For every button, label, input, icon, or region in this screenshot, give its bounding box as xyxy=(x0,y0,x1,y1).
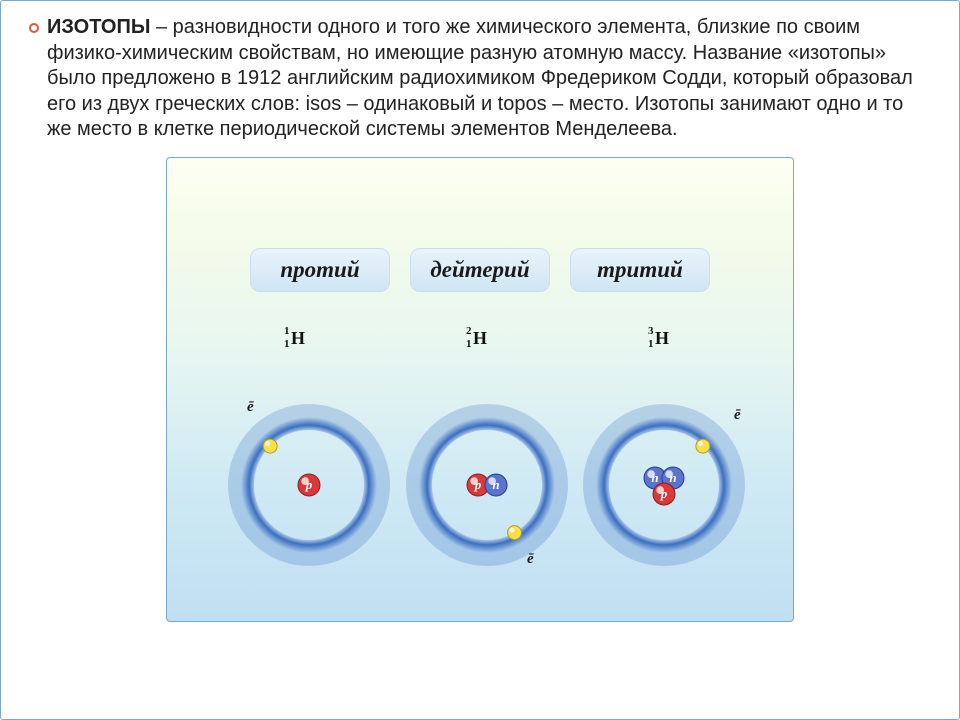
electron-label: ē xyxy=(247,399,254,416)
svg-text:n: n xyxy=(651,470,658,485)
paragraph-block: ИЗОТОПЫ – разновидности одного и того же… xyxy=(29,15,931,143)
atom-model: nnp ē xyxy=(572,393,757,578)
svg-text:n: n xyxy=(669,470,676,485)
definition-paragraph: ИЗОТОПЫ – разновидности одного и того же… xyxy=(47,15,931,143)
isotope-notation: 21H xyxy=(473,328,487,349)
slide: ИЗОТОПЫ – разновидности одного и того же… xyxy=(0,0,960,720)
electron-label: ē xyxy=(734,407,741,424)
electron-label: ē xyxy=(527,551,534,568)
label-row: протий дейтерий тритий xyxy=(167,248,793,292)
definition-text: – разновидности одного и того же химичес… xyxy=(47,16,913,140)
atom-model: p ē xyxy=(217,393,402,578)
isotope-label: дейтерий xyxy=(410,248,550,292)
term-bold: ИЗОТОПЫ xyxy=(47,16,150,38)
isotope-notation: 11H xyxy=(291,328,305,349)
isotope-notation: 31H xyxy=(655,328,669,349)
svg-text:n: n xyxy=(492,477,499,492)
diagram-container: протий дейтерий тритий 11H 21H 31H p ē xyxy=(29,157,931,622)
atoms-row: p ē pn ē xyxy=(167,368,793,608)
svg-text:p: p xyxy=(660,486,668,501)
isotopes-diagram: протий дейтерий тритий 11H 21H 31H p ē xyxy=(166,157,794,622)
bullet-icon xyxy=(29,23,39,33)
isotope-label: протий xyxy=(250,248,390,292)
notation-row: 11H 21H 31H xyxy=(167,328,793,349)
svg-text:p: p xyxy=(474,477,482,492)
svg-text:p: p xyxy=(305,477,313,492)
atom-model: pn ē xyxy=(395,393,580,578)
isotope-label: тритий xyxy=(570,248,710,292)
